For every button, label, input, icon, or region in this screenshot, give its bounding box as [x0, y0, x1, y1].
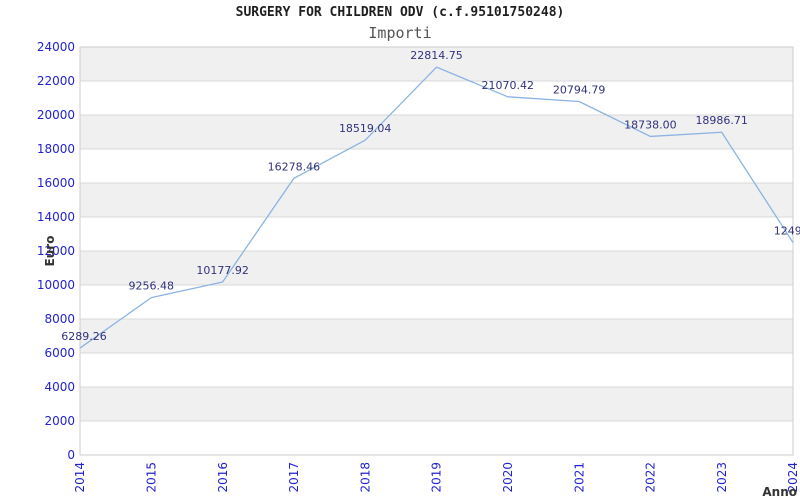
- chart-title: SURGERY FOR CHILDREN ODV (c.f.9510175024…: [235, 5, 565, 20]
- y-tick-label: 0: [67, 448, 75, 462]
- data-point-label: 16278.46: [268, 160, 321, 173]
- grid-band: [80, 217, 793, 251]
- data-point-label: 20794.79: [553, 83, 606, 96]
- data-point-label: 18738.00: [624, 118, 677, 131]
- data-point-label: 12496.: [774, 225, 800, 238]
- y-tick-label: 22000: [37, 74, 75, 88]
- grid-band: [80, 285, 793, 319]
- x-tick-label: 2022: [644, 462, 658, 493]
- y-tick-label: 14000: [37, 210, 75, 224]
- x-tick-label: 2018: [358, 462, 372, 493]
- grid-band: [80, 251, 793, 285]
- grid-band: [80, 183, 793, 217]
- x-tick-label: 2017: [287, 462, 301, 493]
- x-tick-label: 2014: [73, 462, 87, 493]
- x-tick-label: 2016: [216, 462, 230, 493]
- x-tick-label: 2023: [715, 462, 729, 493]
- x-tick-label: 2020: [501, 462, 515, 493]
- grid-band: [80, 149, 793, 183]
- grid-band: [80, 353, 793, 387]
- y-tick-label: 18000: [37, 142, 75, 156]
- grid-band: [80, 115, 793, 149]
- grid-band: [80, 387, 793, 421]
- y-axis-title: Euro: [43, 236, 57, 267]
- data-point-label: 9256.48: [129, 280, 175, 293]
- x-tick-label: 2024: [786, 462, 800, 493]
- plot-area-border: [79, 46, 794, 456]
- y-tick-label: 6000: [44, 346, 75, 360]
- data-point-label: 18986.71: [695, 114, 748, 127]
- grid-band: [80, 47, 793, 81]
- grid-band: [80, 319, 793, 353]
- x-tick-label: 2019: [430, 462, 444, 493]
- grid-band: [80, 421, 793, 455]
- data-point-label: 6289.26: [61, 330, 107, 343]
- y-tick-label: 8000: [44, 312, 75, 326]
- data-point-label: 18519.04: [339, 122, 392, 135]
- data-point-label: 10177.92: [196, 264, 249, 277]
- y-tick-label: 10000: [37, 278, 75, 292]
- data-line: [79, 66, 794, 349]
- data-point-label: 21070.42: [482, 79, 535, 92]
- y-tick-label: 20000: [37, 108, 75, 122]
- y-tick-label: 12000: [37, 244, 75, 258]
- x-tick-label: 2021: [572, 462, 586, 493]
- x-axis-title: Anno: [762, 485, 797, 499]
- y-tick-label: 24000: [37, 40, 75, 54]
- grid-band: [80, 81, 793, 115]
- data-point-label: 22814.75: [410, 49, 463, 62]
- y-tick-label: 4000: [44, 380, 75, 394]
- y-tick-label: 16000: [37, 176, 75, 190]
- x-tick-label: 2015: [145, 462, 159, 493]
- chart-subtitle: Importi: [368, 24, 432, 42]
- y-tick-label: 2000: [44, 414, 75, 428]
